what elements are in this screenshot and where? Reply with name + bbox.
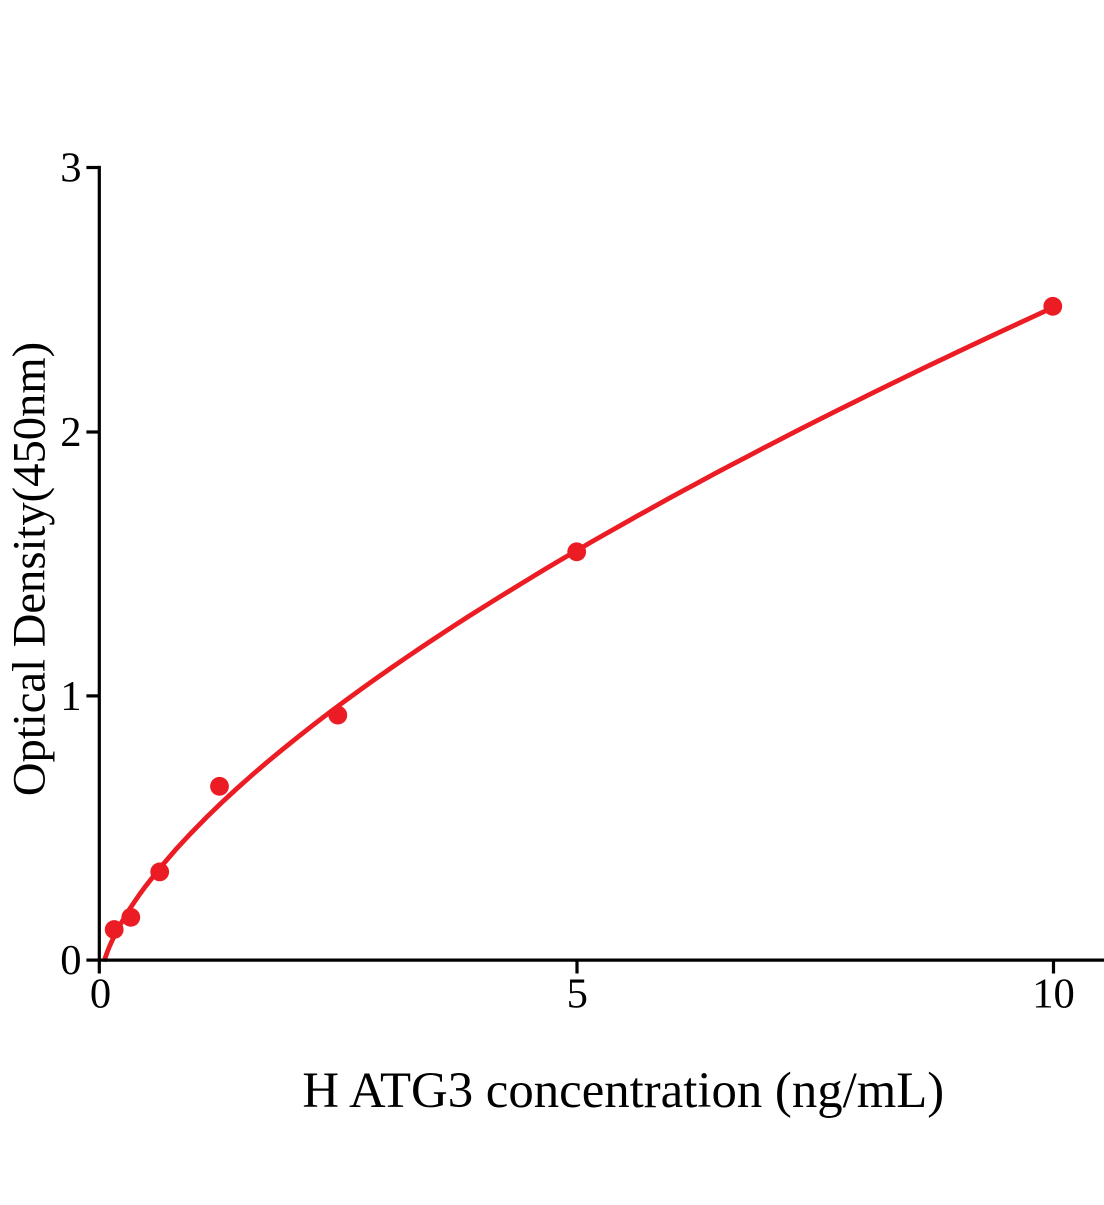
svg-text:10: 10	[1032, 971, 1075, 1018]
svg-text:Optical Density(450nm): Optical Density(450nm)	[3, 342, 55, 796]
svg-text:3: 3	[60, 145, 81, 192]
svg-text:5: 5	[567, 971, 588, 1018]
svg-text:1: 1	[60, 673, 81, 720]
svg-text:H ATG3 concentration (ng/mL): H ATG3 concentration (ng/mL)	[302, 1062, 944, 1118]
svg-text:2: 2	[60, 409, 81, 456]
svg-text:0: 0	[60, 937, 81, 984]
svg-text:0: 0	[90, 971, 111, 1018]
